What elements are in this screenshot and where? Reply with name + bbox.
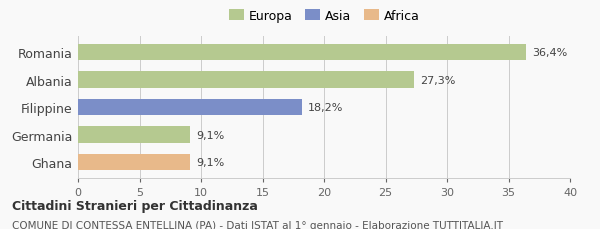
Bar [78,72,414,89]
Text: 9,1%: 9,1% [196,130,224,140]
Legend: Europa, Asia, Africa: Europa, Asia, Africa [223,5,425,27]
Bar [78,127,190,143]
Text: COMUNE DI CONTESSA ENTELLINA (PA) - Dati ISTAT al 1° gennaio - Elaborazione TUTT: COMUNE DI CONTESSA ENTELLINA (PA) - Dati… [12,220,503,229]
Text: 9,1%: 9,1% [196,157,224,167]
Bar [78,154,190,170]
Text: 18,2%: 18,2% [308,103,343,113]
Text: 27,3%: 27,3% [420,75,455,85]
Bar [78,99,302,116]
Text: Cittadini Stranieri per Cittadinanza: Cittadini Stranieri per Cittadinanza [12,199,258,212]
Text: 36,4%: 36,4% [532,48,567,58]
Bar [78,45,526,61]
